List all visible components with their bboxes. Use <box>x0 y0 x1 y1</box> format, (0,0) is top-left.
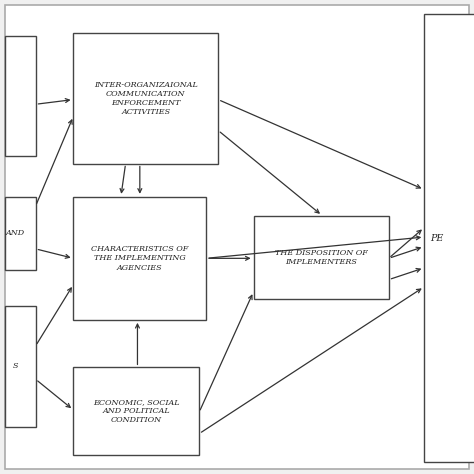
Bar <box>73 33 218 164</box>
Bar <box>424 14 474 462</box>
Bar <box>5 197 36 270</box>
Text: THE DISPOSITION OF
IMPLEMENTERS: THE DISPOSITION OF IMPLEMENTERS <box>275 248 367 266</box>
Bar <box>73 367 199 455</box>
Bar <box>5 306 36 427</box>
Text: INTER-ORGANIZAIONAL
COMMUNICATION
ENFORCEMENT
ACTIVITIES: INTER-ORGANIZAIONAL COMMUNICATION ENFORC… <box>94 81 198 116</box>
Bar <box>73 197 206 320</box>
Text: S: S <box>13 362 18 370</box>
Text: PE: PE <box>430 234 443 243</box>
Bar <box>5 36 36 156</box>
Text: CHARACTERISTICS OF
THE IMPLEMENTING
AGENCIES: CHARACTERISTICS OF THE IMPLEMENTING AGEN… <box>91 245 189 272</box>
Text: ECONOMIC, SOCIAL
AND POLITICAL
CONDITION: ECONOMIC, SOCIAL AND POLITICAL CONDITION <box>93 398 180 424</box>
Text: AND: AND <box>6 229 25 237</box>
Bar <box>254 216 389 299</box>
